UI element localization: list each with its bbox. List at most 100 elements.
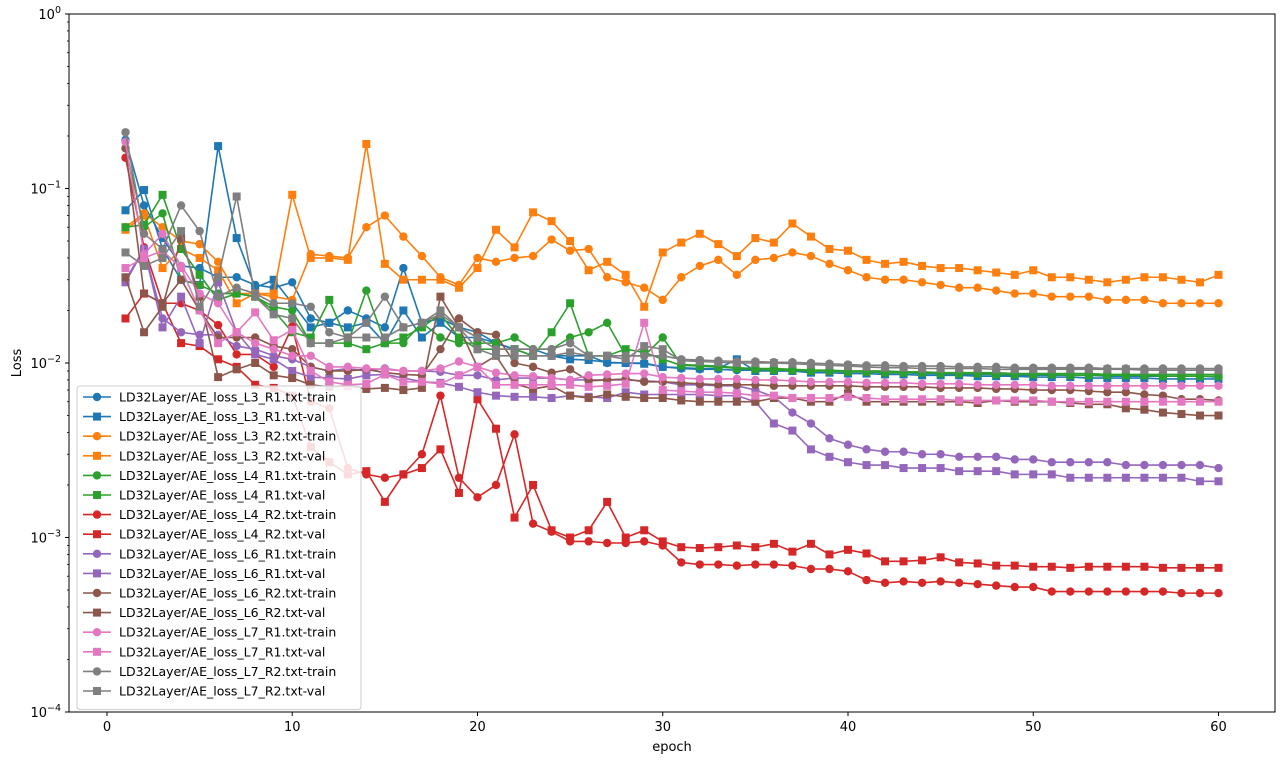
data-point: [973, 266, 982, 275]
legend-entry: LD32Layer/AE_loss_L6_R2.txt-val: [83, 605, 325, 620]
data-point: [955, 264, 964, 273]
data-point: [121, 314, 130, 323]
data-point: [140, 245, 149, 254]
y-axis-label: Loss: [10, 349, 25, 378]
data-point: [380, 333, 389, 342]
x-tick-label: 40: [840, 720, 857, 735]
data-point: [1195, 460, 1205, 470]
data-point: [380, 473, 390, 482]
data-point: [436, 379, 445, 388]
data-point: [1121, 397, 1130, 406]
data-point: [640, 377, 649, 387]
data-point: [1010, 561, 1019, 570]
data-point: [288, 299, 297, 308]
data-point: [1214, 366, 1223, 375]
data-point: [602, 370, 612, 379]
data-point: [602, 538, 612, 548]
data-point: [788, 426, 797, 435]
data-point: [1084, 473, 1093, 482]
data-point: [769, 539, 778, 548]
data-point: [918, 395, 927, 404]
data-point: [399, 232, 408, 241]
data-point: [1158, 273, 1167, 282]
data-point: [566, 299, 575, 308]
legend-marker: [93, 530, 101, 539]
data-point: [881, 363, 890, 372]
data-point: [936, 280, 945, 290]
data-point: [140, 211, 149, 220]
data-point: [491, 344, 501, 354]
data-point: [936, 553, 945, 562]
data-point: [140, 328, 149, 337]
data-point: [195, 270, 204, 279]
data-point: [584, 328, 593, 337]
data-point: [1158, 299, 1168, 308]
x-tick-label: 20: [469, 720, 486, 735]
data-point: [954, 578, 964, 588]
data-point: [1103, 365, 1112, 374]
legend-label: LD32Layer/AE_loss_L3_R1.txt-val: [119, 409, 325, 424]
data-point: [658, 248, 667, 257]
data-point: [566, 348, 575, 357]
data-point: [1177, 410, 1186, 419]
data-point: [325, 328, 334, 337]
legend-entry: LD32Layer/AE_loss_L4_R1.txt-train: [83, 468, 336, 483]
data-point: [399, 306, 408, 315]
x-tick-label: 10: [284, 720, 301, 735]
data-point: [584, 382, 593, 391]
data-point: [417, 275, 426, 284]
data-point: [602, 273, 612, 282]
data-point: [640, 351, 649, 360]
data-point: [269, 355, 278, 364]
data-point: [362, 371, 371, 380]
data-point: [343, 323, 352, 332]
data-point: [1029, 582, 1038, 592]
series-15: [121, 192, 1223, 375]
data-point: [529, 384, 538, 393]
legend-marker: [93, 647, 101, 656]
data-point: [343, 374, 352, 383]
data-point: [973, 283, 982, 292]
data-point: [306, 339, 315, 348]
data-point: [677, 387, 686, 396]
data-point: [880, 447, 890, 456]
data-point: [769, 359, 778, 367]
data-point: [584, 537, 593, 546]
data-point: [232, 289, 241, 298]
data-point: [954, 379, 964, 388]
data-point: [269, 362, 278, 372]
data-point: [176, 201, 186, 210]
data-point: [881, 368, 890, 377]
data-point: [825, 361, 834, 370]
data-point: [547, 380, 556, 389]
data-point: [769, 253, 779, 263]
data-point: [436, 292, 445, 301]
data-point: [732, 270, 742, 280]
data-point: [121, 278, 130, 287]
data-point: [1047, 562, 1056, 571]
data-point: [1121, 371, 1130, 380]
data-point: [140, 186, 149, 195]
legend-marker: [92, 667, 102, 676]
data-point: [788, 394, 797, 403]
data-point: [343, 255, 352, 264]
legend-entry: LD32Layer/AE_loss_L4_R2.txt-train: [83, 507, 336, 522]
data-point: [936, 369, 945, 378]
data-point: [1121, 562, 1130, 571]
data-point: [658, 351, 667, 360]
data-point: [1140, 366, 1149, 375]
data-point: [492, 424, 501, 433]
data-point: [325, 339, 334, 348]
data-point: [1084, 397, 1093, 406]
data-point: [880, 275, 890, 284]
data-point: [825, 259, 834, 269]
data-point: [658, 537, 667, 546]
data-point: [788, 366, 797, 375]
data-point: [843, 545, 852, 554]
data-point: [843, 458, 852, 467]
data-point: [695, 544, 704, 553]
data-point: [677, 543, 686, 552]
data-point: [139, 289, 149, 298]
data-point: [1084, 381, 1094, 391]
